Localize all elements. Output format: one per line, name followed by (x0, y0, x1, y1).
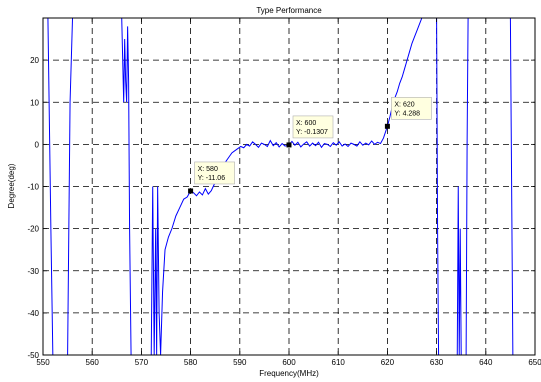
datatip-y-label: Y: 4.288 (394, 110, 420, 117)
y-tick-label: -20 (27, 225, 39, 234)
y-tick-label: -40 (27, 309, 39, 318)
datatip: X: 600 Y: -0.1307 (286, 115, 334, 148)
datatip-y-label: Y: -0.1307 (296, 129, 328, 136)
chart-title: Type Performance (256, 6, 322, 15)
datatip-x-label: X: 600 (296, 120, 316, 127)
x-tick-label: 620 (381, 358, 395, 367)
x-tick-label: 600 (282, 358, 296, 367)
datatip: X: 620 Y: 4.288 (384, 97, 432, 129)
datatip-marker (188, 188, 194, 194)
datatip-marker (384, 123, 390, 129)
datatip-y-label: Y: -11.06 (198, 175, 226, 182)
datatip-box (391, 97, 432, 120)
datatips: X: 580 Y: -11.06 X: 600 Y: -0.1307 X: 620 Y: … (188, 97, 432, 194)
y-tick-label: -50 (27, 351, 39, 360)
x-tick-label: 640 (479, 358, 493, 367)
y-tick-label: 0 (35, 140, 40, 149)
x-tick-label: 570 (135, 358, 149, 367)
x-tick-label: 650 (528, 358, 541, 367)
y-tick-label: -10 (27, 183, 39, 192)
datatip-x-label: X: 580 (198, 166, 218, 173)
x-tick-label: 590 (233, 358, 247, 367)
datatip-marker (286, 142, 292, 148)
x-tick-label: 560 (86, 358, 100, 367)
axis-ticks: 550 560 570 580 590 600 610 620 630 640 650 -50 -40 -… (27, 18, 541, 367)
y-tick-label: -30 (27, 267, 39, 276)
y-tick-label: 20 (30, 56, 39, 65)
x-tick-label: 550 (36, 358, 50, 367)
datatip-box (292, 115, 334, 139)
datatip: X: 580 Y: -11.06 (188, 161, 235, 194)
x-axis-title: Frequency(MHz) (259, 369, 319, 378)
x-tick-label: 610 (332, 358, 346, 367)
y-tick-label: 10 (30, 98, 39, 107)
y-axis-title: Degree(deg) (7, 163, 16, 208)
x-tick-label: 580 (184, 358, 198, 367)
x-tick-label: 630 (430, 358, 444, 367)
datatip-box (194, 161, 235, 185)
grid (43, 18, 535, 355)
datatip-x-label: X: 620 (394, 101, 414, 108)
